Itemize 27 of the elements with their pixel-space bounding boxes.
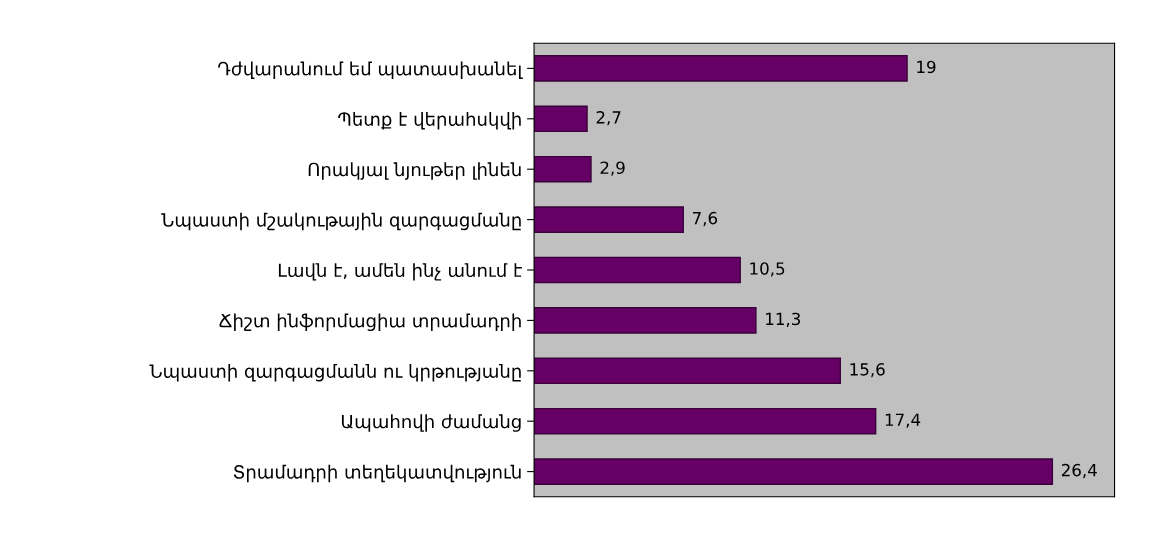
- y-tick-label: Նպաստի մշակութային զարգացմանը: [161, 212, 521, 231]
- data-label: 26,4: [1061, 463, 1097, 479]
- bar: [534, 105, 588, 133]
- data-label: 11,3: [766, 312, 801, 327]
- data-label: 17,4: [885, 413, 921, 428]
- y-tick-label: Լավն է, ամեն ինչ անում է: [278, 263, 522, 281]
- bar: [534, 307, 757, 334]
- y-tick-label: Տրամադրի տեղեկատվություն: [233, 464, 521, 483]
- y-tick-label: Նպաստի զարգացմանն ու կրթությանը: [149, 363, 521, 382]
- y-tick-label: Դժվարանում եմ պատասխանել: [218, 61, 523, 80]
- bar: [534, 256, 741, 284]
- y-tick-label: Պետք է վերահսկվի: [338, 111, 521, 130]
- data-label: 7,6: [692, 211, 718, 227]
- bar: [534, 458, 1054, 485]
- bar: [534, 407, 877, 435]
- data-label: 19: [917, 60, 936, 74]
- bar: [534, 55, 908, 82]
- bar: [534, 206, 684, 233]
- y-tick-label: Որակյալ նյութեր լինեն: [308, 162, 521, 180]
- data-label: 2,9: [600, 161, 625, 176]
- data-label: 10,5: [750, 262, 785, 277]
- data-label: 15,6: [850, 363, 885, 378]
- bar: [534, 357, 842, 385]
- bar: [534, 155, 592, 183]
- y-tick-label: Ճիշտ ինֆորմացիա տրամադրի: [219, 313, 521, 332]
- y-tick-label: Ապահովի ժամանց: [341, 414, 521, 432]
- data-label: 2,7: [596, 111, 621, 126]
